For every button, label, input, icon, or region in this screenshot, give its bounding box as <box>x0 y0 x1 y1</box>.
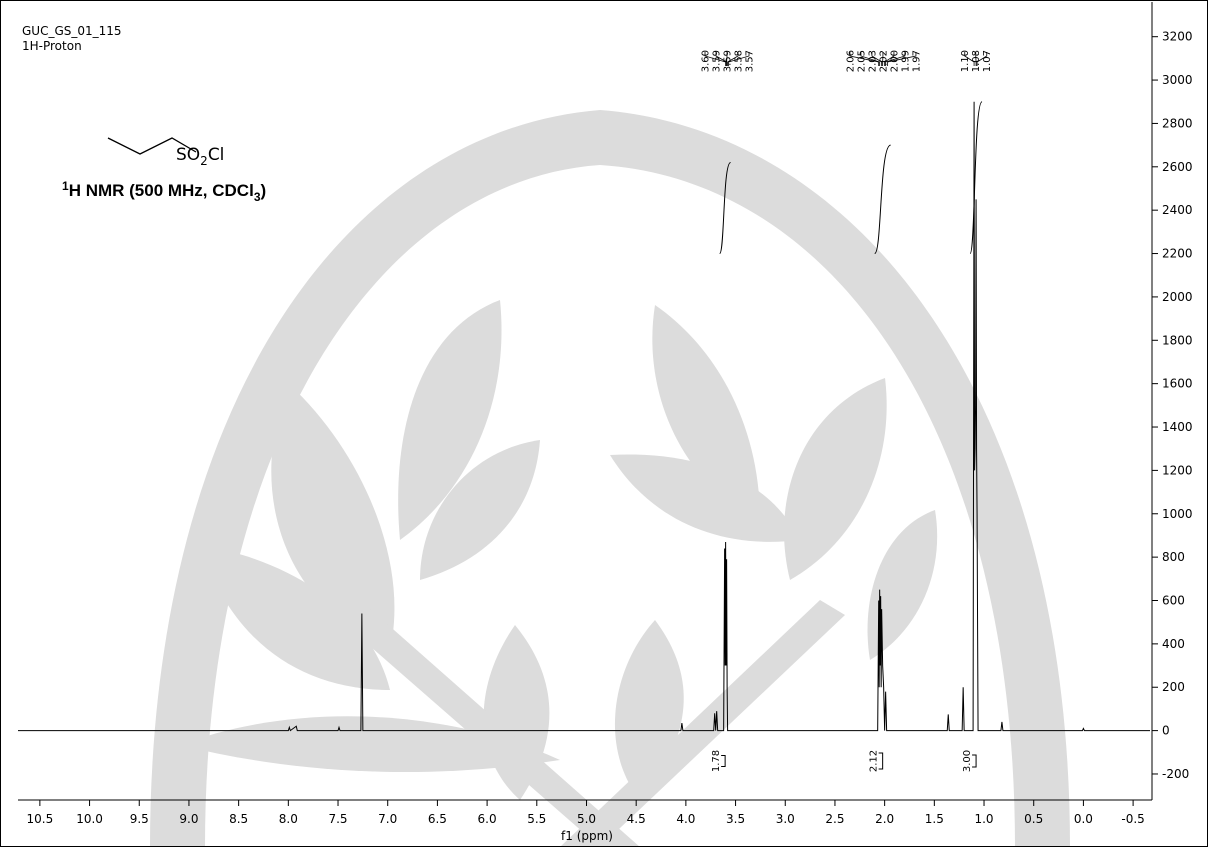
peak-label: 1.08 <box>971 50 982 72</box>
x-tick-label: 9.5 <box>130 812 149 826</box>
peak-label: 1.99 <box>900 50 911 72</box>
page: GUC_GS_01_115 1H-Proton SO2Cl 1H NMR (50… <box>0 0 1208 847</box>
y-tick-label: 2000 <box>1162 290 1193 304</box>
y-tick-label: 800 <box>1162 550 1185 564</box>
y-tick-label: 1600 <box>1162 377 1193 391</box>
peak-label: 1.97 <box>911 50 922 72</box>
integral-label: 1.78 <box>711 750 722 772</box>
x-tick-label: -0.5 <box>1121 812 1144 826</box>
x-tick-label: 2.5 <box>825 812 844 826</box>
chart-title: GUC_GS_01_115 <box>22 24 122 38</box>
integral-curve <box>875 145 891 253</box>
peak-label: 3.58 <box>734 50 745 72</box>
y-tick-label: 3000 <box>1162 73 1193 87</box>
molecule-part: SO <box>176 145 200 165</box>
watermark <box>150 110 1070 847</box>
y-tick-label: 200 <box>1162 680 1185 694</box>
y-tick-label: 2200 <box>1162 247 1193 261</box>
x-tick-label: 7.0 <box>378 812 397 826</box>
chart-subtitle: 1H-Proton <box>22 39 82 53</box>
y-tick-label: 1400 <box>1162 420 1193 434</box>
chart: GUC_GS_01_115 1H-Proton SO2Cl 1H NMR (50… <box>0 0 1208 847</box>
x-tick-label: 10.0 <box>76 812 103 826</box>
y-tick-label: 1000 <box>1162 507 1193 521</box>
y-tick-label: 2800 <box>1162 116 1193 130</box>
y-tick-label: -200 <box>1162 767 1189 781</box>
peak-label: 3.59 <box>712 50 723 72</box>
y-tick-label: 2400 <box>1162 203 1193 217</box>
x-tick-label: 7.5 <box>328 812 347 826</box>
molecule-label: SO2Cl <box>176 145 224 168</box>
x-tick-label: 1.5 <box>925 812 944 826</box>
x-tick-label: 5.0 <box>577 812 596 826</box>
x-tick-label: 10.5 <box>27 812 54 826</box>
x-tick-label: 1.0 <box>974 812 993 826</box>
integral-label: 3.00 <box>962 750 973 772</box>
x-tick-label: 9.0 <box>179 812 198 826</box>
y-tick-label: 1800 <box>1162 333 1193 347</box>
molecule-part: 2 <box>200 154 208 168</box>
molecule-part: Cl <box>208 145 225 165</box>
x-tick-label: 5.5 <box>527 812 546 826</box>
y-tick-label: 1200 <box>1162 463 1193 477</box>
integral-label: 2.12 <box>869 750 880 772</box>
y-tick-label: 0 <box>1162 724 1170 738</box>
peak-label: 1.10 <box>960 50 971 72</box>
peak-label: 2.05 <box>856 50 867 72</box>
y-tick-label: 600 <box>1162 594 1185 608</box>
peak-label: 2.06 <box>845 50 856 72</box>
y-tick-label: 3200 <box>1162 30 1193 44</box>
peak-label: 1.07 <box>982 50 993 72</box>
x-tick-label: 4.0 <box>676 812 695 826</box>
peak-label: 3.60 <box>701 50 712 72</box>
x-tick-label: 8.0 <box>279 812 298 826</box>
x-axis-title: f1 (ppm) <box>561 829 613 843</box>
x-tick-label: 4.5 <box>627 812 646 826</box>
nmr-part: H NMR (500 MHz, CDCl <box>69 181 254 200</box>
x-tick-label: 2.0 <box>875 812 894 826</box>
x-tick-label: 3.0 <box>776 812 795 826</box>
y-tick-label: 400 <box>1162 637 1185 651</box>
x-tick-label: 6.5 <box>428 812 447 826</box>
nmr-label: 1H NMR (500 MHz, CDCl3) <box>62 179 266 204</box>
x-tick-label: 6.0 <box>478 812 497 826</box>
x-tick-label: 8.5 <box>229 812 248 826</box>
nmr-part: ) <box>261 181 267 200</box>
x-tick-label: 0.5 <box>1024 812 1043 826</box>
peak-label: 2.03 <box>867 50 878 72</box>
x-tick-label: 0.0 <box>1074 812 1093 826</box>
peak-label: 3.57 <box>745 50 756 72</box>
x-tick-label: 3.5 <box>726 812 745 826</box>
y-tick-label: 2600 <box>1162 160 1193 174</box>
structure: SO2Cl 1H NMR (500 MHz, CDCl3) <box>62 138 266 204</box>
